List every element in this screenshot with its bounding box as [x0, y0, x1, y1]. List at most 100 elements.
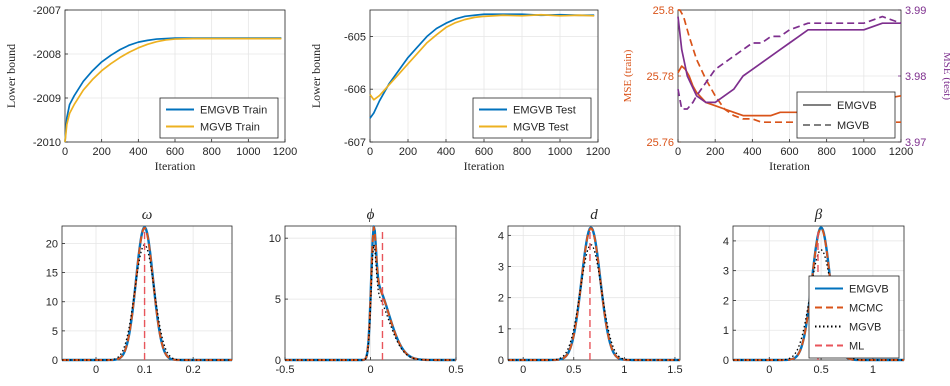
mse-series-emgvb-test: [677, 16, 901, 104]
lb-test-legend-entry: EMGVB Test: [513, 105, 576, 117]
omega-xtick-label: 0.2: [185, 364, 200, 376]
lb-test-series-mgvb-test: [369, 13, 595, 101]
lb-test-ytick-label: -605: [344, 31, 366, 43]
lb-train-xtick-label: 1000: [236, 146, 260, 158]
phi-xtick-label: 0.5: [448, 364, 463, 376]
phi-ytick-label: 5: [275, 294, 281, 306]
phi-axes-box: [284, 225, 457, 361]
mse-xtick-label: 200: [706, 146, 724, 158]
lb-train-axes-box: [64, 9, 286, 143]
mse-right-ytick-label: 3.97: [905, 137, 926, 149]
phi-title: ϕ: [367, 207, 375, 223]
beta-density-mgvb: [733, 249, 904, 361]
phi-xtick-label: 0: [367, 364, 373, 376]
beta-ytick-label: 2: [723, 295, 729, 307]
phi-ytick-label: 10: [269, 233, 281, 245]
lb-train-ytick-label: -2008: [33, 49, 61, 61]
mse-legend-entry: EMGVB: [837, 100, 877, 112]
lb-train-legend-entry: MGVB Train: [200, 122, 260, 134]
lb-test-ylabel: Lower bound: [309, 44, 323, 108]
beta-legend: [808, 275, 900, 359]
mse-ylabel-right: MSE (test): [941, 52, 950, 100]
mse-xtick-label: 800: [817, 146, 835, 158]
lb-test-xtick-label: 1200: [586, 146, 610, 158]
d-xtick-label: 1: [621, 364, 627, 376]
d-ytick-label: 3: [498, 262, 504, 274]
lb-train-xtick-label: 0: [62, 146, 68, 158]
d-density-mgvb: [508, 244, 680, 361]
lb-test-xtick-label: 600: [475, 146, 493, 158]
beta-xtick-label: 1: [870, 364, 876, 376]
lb-train-ylabel: Lower bound: [4, 44, 18, 108]
d-ytick-label: 2: [498, 293, 504, 305]
phi-xtick-label: -0.5: [276, 364, 295, 376]
mse-left-ytick-label: 25.76: [646, 137, 674, 149]
d-axes-box: [507, 225, 681, 361]
mse-right-ytick-label: 3.98: [905, 71, 926, 83]
beta-ytick-label: 1: [723, 325, 729, 337]
omega-xtick-label: 0.1: [137, 364, 152, 376]
mse-axes-box: [677, 9, 902, 143]
beta-legend-entry: ML: [849, 341, 864, 353]
lb-train-legend: [159, 97, 279, 139]
mse-xtick-label: 0: [675, 146, 681, 158]
lb-test-legend-entry: MGVB Test: [513, 122, 568, 134]
mse-xtick-label: 1200: [889, 146, 913, 158]
beta-ytick-label: 3: [723, 266, 729, 278]
beta-xtick-label: 0.5: [813, 364, 828, 376]
lb-train-xtick-label: 200: [92, 146, 110, 158]
mse-legend-entry: MGVB: [837, 120, 869, 132]
d-xtick-label: 1.5: [667, 364, 682, 376]
lb-train-xtick-label: 400: [129, 146, 147, 158]
omega-xtick-label: 0: [93, 364, 99, 376]
d-xtick-label: 0.5: [566, 364, 581, 376]
mse-right-ytick-label: 3.99: [905, 5, 926, 17]
lb-test-legend: [472, 97, 592, 139]
lb-test-axes-box: [369, 9, 599, 143]
lb-test-xtick-label: 200: [399, 146, 417, 158]
omega-title: ω: [142, 207, 153, 223]
mse-left-ytick-label: 25.78: [646, 71, 674, 83]
lb-train-ytick-label: -2010: [33, 137, 61, 149]
mse-xtick-label: 600: [780, 146, 798, 158]
d-xtick-label: 0: [520, 364, 526, 376]
mse-series-mgvb-train: [678, 9, 901, 124]
mse-left-ytick-label: 25.8: [653, 5, 674, 17]
beta-legend-entry: MCMC: [849, 303, 883, 315]
mse-ylabel-left: MSE (train): [622, 49, 634, 102]
lb-train-xtick-label: 1200: [273, 146, 297, 158]
lb-test-xtick-label: 0: [367, 146, 373, 158]
omega-ytick-label: 20: [46, 238, 58, 250]
d-density-emgvb: [507, 226, 681, 362]
beta-title: β: [814, 207, 823, 223]
beta-legend-entry: EMGVB: [849, 284, 889, 296]
omega-ytick-label: 5: [52, 326, 58, 338]
lb-train-xtick-label: 600: [166, 146, 184, 158]
lb-train-ytick-label: -2009: [33, 93, 61, 105]
omega-ytick-label: 0: [52, 355, 58, 367]
mse-xtick-label: 1000: [852, 146, 876, 158]
omega-density-mcmc: [62, 226, 232, 361]
lb-test-xlabel: Iteration: [464, 159, 505, 173]
phi-density-mgvb: [285, 243, 456, 361]
lb-test-xtick-label: 800: [513, 146, 531, 158]
phi-ytick-label: 0: [275, 355, 281, 367]
lb-train-ytick-label: -2007: [33, 5, 61, 17]
lb-train-xlabel: Iteration: [155, 159, 196, 173]
lb-test-xtick-label: 400: [437, 146, 455, 158]
mse-chart: 0 200 400 600 800 1000 1200 25.76 25.78 25.8 3.97 3…: [622, 5, 950, 173]
lb-test-ytick-label: -606: [344, 84, 366, 96]
omega-ytick-label: 15: [46, 268, 58, 280]
mse-legend: [796, 91, 896, 139]
omega-axes-box: [61, 225, 233, 361]
lb-test-xtick-label: 1000: [548, 146, 572, 158]
lb-train-chart: 0 200 400 600 800 1000 1200 -2010 -2009 -2008 -200…: [4, 5, 297, 173]
mse-series-mgvb-test: [677, 15, 902, 110]
omega-chart: 0 0.1 0.2 0 5 10 15 20 ω: [46, 207, 233, 376]
beta-ytick-label: 4: [723, 236, 729, 248]
lb-test-chart: 0 200 400 600 800 1000 1200 -607 -606 -605 Iterati…: [309, 9, 610, 173]
d-chart: 0 0.5 1 1.5 0 1 2 3 4 d: [498, 207, 683, 376]
lb-train-legend-entry: EMGVB Train: [200, 105, 267, 117]
